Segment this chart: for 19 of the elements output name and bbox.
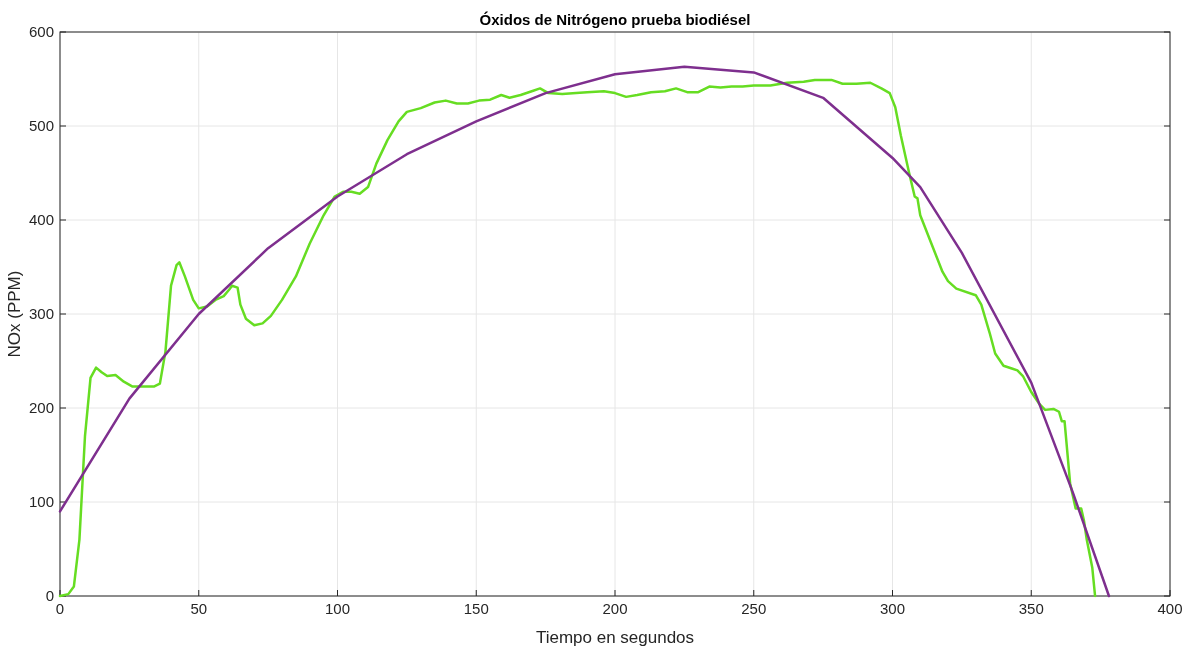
x-tick-label: 0 (55, 600, 65, 617)
x-tick-label: 100 (324, 600, 351, 617)
chart-title: Óxidos de Nitrógeno prueba biodiésel (479, 11, 751, 28)
y-axis-title: NOx (PPM) (5, 270, 24, 358)
x-tick-label: 50 (190, 600, 208, 617)
y-tick-label: 100 (28, 493, 54, 510)
x-tick-label: 200 (602, 600, 628, 617)
x-tick-label: 350 (1018, 600, 1044, 617)
y-tick-label: 200 (28, 399, 54, 416)
x-axis-title: Tiempo en segundos (535, 628, 695, 647)
x-tick-label: 250 (741, 600, 767, 617)
x-tick-label: 150 (463, 600, 489, 617)
y-tick-label: 600 (28, 23, 54, 40)
x-tick-label: 400 (1157, 600, 1183, 617)
x-tick-label: 300 (879, 600, 906, 617)
y-tick-label: 0 (45, 587, 54, 604)
y-tick-label: 300 (28, 305, 54, 322)
y-tick-label: 400 (28, 211, 54, 228)
y-tick-label: 500 (28, 117, 54, 134)
